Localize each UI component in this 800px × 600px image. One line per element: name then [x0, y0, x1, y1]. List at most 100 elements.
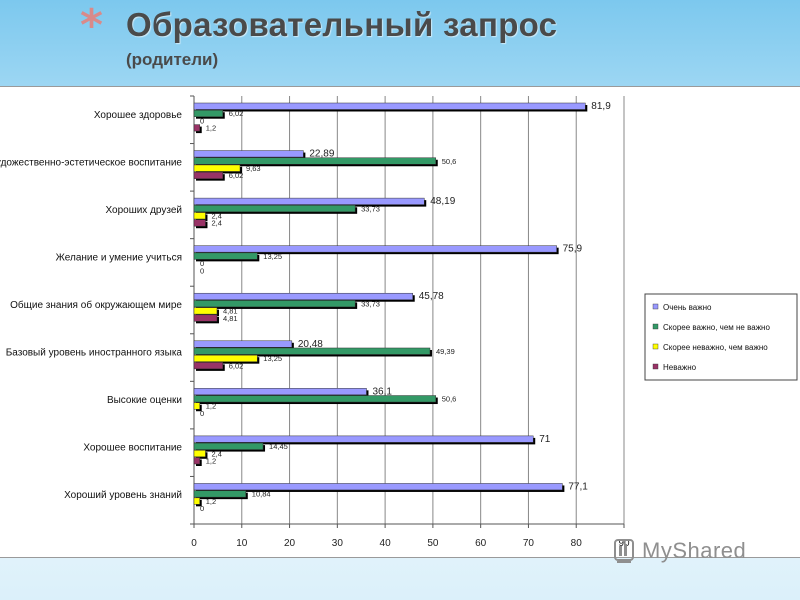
bar	[193, 490, 247, 498]
bar	[193, 157, 437, 165]
legend-box	[644, 293, 798, 381]
data-label: 0	[200, 266, 204, 275]
data-label: 6,02	[229, 171, 244, 180]
bar	[193, 442, 264, 450]
x-tick-label: 20	[284, 538, 296, 549]
data-label: 0	[200, 259, 204, 268]
bar	[193, 483, 563, 491]
data-label: 50,6	[442, 157, 457, 166]
data-label: 22,89	[309, 149, 334, 160]
data-label: 49,39	[436, 347, 455, 356]
legend-swatch	[652, 363, 659, 370]
x-tick-label: 50	[427, 538, 439, 549]
data-label: 1,2	[206, 497, 216, 506]
page-subtitle: (родители)	[126, 50, 219, 69]
legend-label: Неважно	[663, 363, 697, 372]
legend-swatch	[652, 343, 659, 350]
bar	[193, 362, 224, 370]
bar	[193, 102, 586, 110]
bar	[193, 171, 224, 179]
bar	[193, 205, 356, 213]
data-label: 4,81	[223, 314, 238, 323]
bar	[193, 457, 200, 465]
x-tick-label: 0	[191, 538, 197, 549]
data-label: 2,4	[211, 449, 221, 458]
bar	[193, 150, 304, 158]
title-bullet: *	[80, 0, 104, 51]
data-label: 0	[200, 409, 204, 418]
watermark-text: MyShared	[642, 538, 747, 563]
bar	[193, 124, 200, 132]
x-tick-label: 90	[618, 538, 630, 549]
bar	[193, 307, 218, 315]
data-label: 77,1	[568, 481, 588, 492]
myshared-logo-icon	[614, 539, 634, 563]
category-label: Хорошее воспитание	[83, 443, 182, 454]
data-label: 1,2	[206, 402, 216, 411]
bar	[193, 435, 534, 443]
data-label: 4,81	[223, 307, 238, 316]
bar	[193, 450, 206, 458]
category-label: Желание и умение учиться	[56, 252, 182, 263]
plot-background	[194, 96, 624, 524]
x-tick-label: 40	[380, 538, 392, 549]
bar	[193, 314, 218, 322]
data-label: 14,45	[269, 442, 288, 451]
bar	[193, 109, 224, 117]
bar	[193, 219, 206, 227]
bar	[193, 340, 293, 348]
data-label: 13,25	[263, 252, 282, 261]
bar	[193, 197, 425, 205]
legend-label: Очень важно	[663, 303, 712, 312]
bar	[193, 395, 437, 403]
x-tick-label: 80	[571, 538, 583, 549]
data-label: 10,84	[252, 490, 271, 499]
data-label: 0	[200, 504, 204, 513]
bar	[193, 497, 200, 505]
data-label: 50,6	[442, 395, 457, 404]
data-label: 48,19	[430, 196, 455, 207]
data-label: 0	[200, 116, 204, 125]
legend-label: Скорее неважно, чем важно	[663, 343, 768, 352]
data-label: 33,73	[361, 299, 380, 308]
data-label: 6,02	[229, 361, 244, 370]
bar	[193, 402, 200, 410]
data-label: 20,48	[298, 339, 323, 350]
data-label: 2,4	[211, 219, 221, 228]
data-label: 6,02	[229, 109, 244, 118]
bar	[193, 292, 413, 300]
category-label: Высокие оценки	[107, 395, 182, 406]
data-label: 71	[539, 434, 551, 445]
data-label: 45,78	[419, 291, 444, 302]
legend-swatch	[652, 323, 659, 330]
data-label: 13,25	[263, 354, 282, 363]
category-label: Художественно-эстетическое воспитание	[0, 157, 182, 168]
x-tick-label: 30	[332, 538, 344, 549]
legend-label: Скорее важно, чем не важно	[663, 323, 770, 332]
bar	[193, 212, 206, 220]
category-label: Базовый уровень иностранного языка	[6, 348, 183, 359]
data-label: 33,73	[361, 204, 380, 213]
bar	[193, 388, 367, 396]
category-label: Хороших друзей	[105, 205, 182, 216]
x-tick-label: 60	[475, 538, 487, 549]
data-label: 1,2	[206, 124, 216, 133]
data-label: 81,9	[591, 101, 611, 112]
bar	[193, 245, 557, 253]
data-label: 9,63	[246, 164, 261, 173]
data-label: 2,4	[211, 212, 221, 221]
data-label: 36,1	[372, 386, 392, 397]
bar	[193, 164, 241, 172]
x-tick-label: 10	[236, 538, 248, 549]
legend-swatch	[652, 303, 659, 310]
x-tick-label: 70	[523, 538, 535, 549]
category-label: Общие знания об окружающем мире	[10, 299, 182, 311]
page-title: Образовательный запрос	[126, 6, 558, 43]
bar	[193, 347, 431, 355]
bar	[193, 354, 258, 362]
data-label: 1,2	[206, 456, 216, 465]
bar	[193, 252, 258, 260]
category-label: Хороший уровень знаний	[64, 490, 182, 501]
category-label: Хорошее здоровье	[94, 110, 183, 121]
